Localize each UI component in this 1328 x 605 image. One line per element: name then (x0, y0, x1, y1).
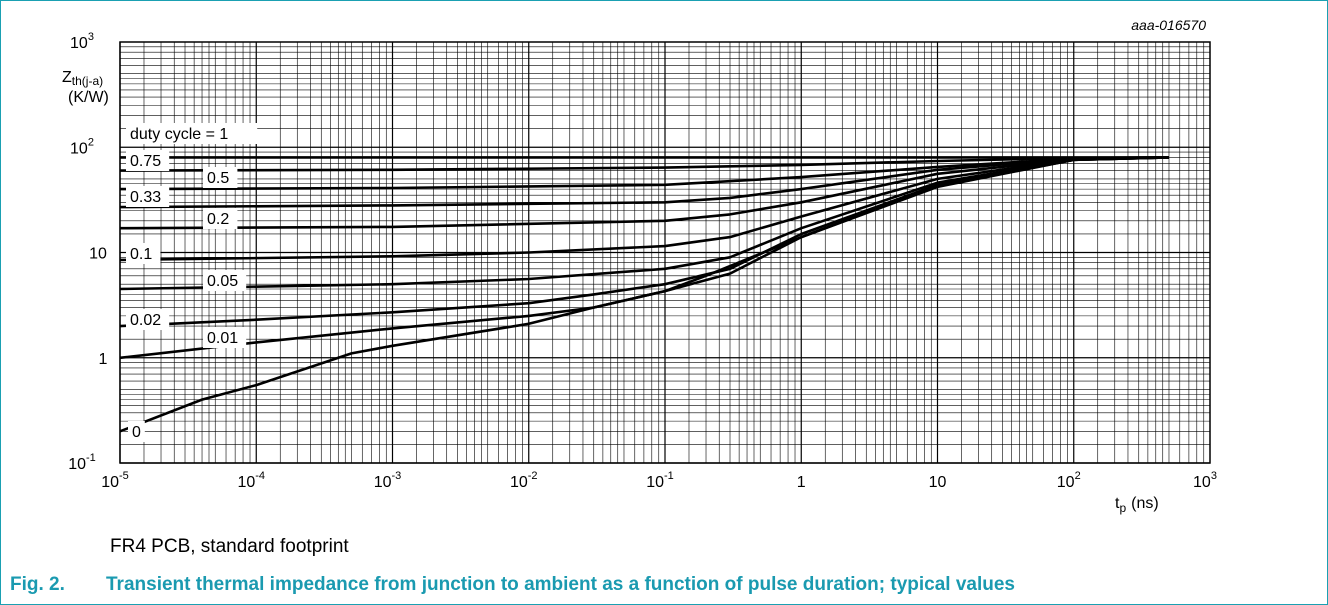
y-tick-label: 1 (99, 351, 108, 368)
series-label: 0 (132, 424, 141, 441)
series-line (119, 156, 1170, 433)
series-label: 0.1 (130, 246, 152, 263)
series-label: 0.01 (207, 330, 238, 347)
figure-caption: Fig. 2. Transient thermal impedance from … (10, 574, 1015, 596)
figure-caption-text: Transient thermal impedance from junctio… (106, 574, 1015, 595)
x-tick-label: 103 (1193, 470, 1217, 491)
figure-note: FR4 PCB, standard footprint (110, 536, 349, 557)
y-tick-label: 10 (89, 246, 107, 263)
thermal-impedance-chart: duty cycle = 1 0.75 0.5 0.33 0.2 0.1 0.05 0.02 0… (62, 17, 1217, 515)
y-axis-unit: (K/W) (68, 89, 109, 106)
x-tick-label: 10-1 (646, 470, 674, 491)
series-label: 0.05 (207, 273, 238, 290)
y-axis-label: Zth(j-a) (62, 69, 103, 88)
series-label: 0.75 (130, 153, 161, 170)
y-tick-label: 10-1 (68, 452, 96, 473)
x-tick-label: 10 (929, 474, 947, 491)
series-label: 0.2 (207, 211, 229, 228)
series-label: 0.5 (207, 170, 229, 187)
series-label-bg (128, 421, 145, 442)
grid-layer (119, 42, 1210, 464)
series-label-bg (126, 150, 170, 171)
label-layer: duty cycle = 1 0.75 0.5 0.33 0.2 0.1 0.05 0.02 0… (126, 123, 258, 442)
series-label: 0.02 (130, 312, 161, 329)
chart-id-label: aaa-016570 (1131, 17, 1206, 33)
x-tick-label: 10-3 (374, 470, 402, 491)
series-line (119, 156, 1170, 262)
x-tick-label: 102 (1057, 470, 1081, 491)
series-label: duty cycle = 1 (130, 126, 228, 143)
figure-number: Fig. 2. (10, 574, 65, 595)
series-label: 0.33 (130, 189, 161, 206)
y-tick-label: 103 (70, 31, 94, 52)
series-label-bg (203, 270, 247, 291)
series-label-bg (203, 167, 238, 188)
axis-layer: 10-5 10-4 10-3 10-2 10-1 1 10 102 10310310210110… (68, 31, 1217, 491)
curve-layer (119, 156, 1170, 433)
y-tick-label: 102 (70, 136, 94, 157)
series-label-bg (203, 327, 247, 348)
x-tick-label: 10-4 (237, 470, 265, 491)
series-label-bg (126, 309, 170, 330)
x-tick-label: 1 (797, 474, 806, 491)
plot-frame (119, 41, 1211, 464)
series-label-bg (126, 186, 170, 207)
series-label-bg (203, 208, 238, 229)
x-tick-label: 10-5 (101, 470, 129, 491)
x-axis-label: tp (ns) (1115, 495, 1159, 515)
series-label-bg (126, 123, 258, 144)
series-label-bg (126, 243, 161, 264)
x-tick-label: 10-2 (510, 470, 538, 491)
